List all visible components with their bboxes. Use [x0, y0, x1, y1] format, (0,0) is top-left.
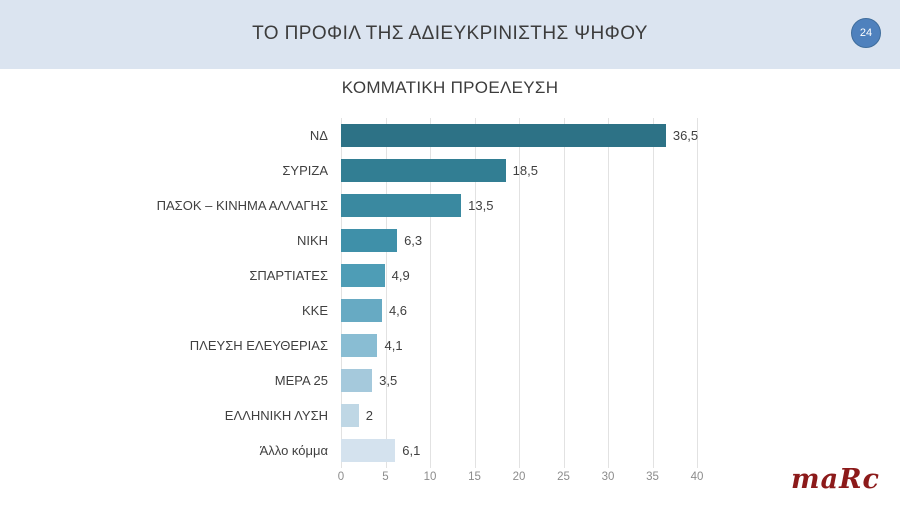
bar — [341, 194, 462, 217]
page-number-badge: 24 — [851, 18, 881, 48]
category-label: ΠΛΕΥΣΗ ΕΛΕΥΘΕΡΙΑΣ — [189, 338, 328, 353]
category-label: ΝΙΚΗ — [296, 233, 328, 248]
x-tick-label: 40 — [690, 471, 704, 483]
page-number: 24 — [859, 27, 873, 39]
x-tick-label: 15 — [468, 471, 481, 483]
x-tick-label: 25 — [557, 471, 570, 483]
category-label: ΕΛΛΗΝΙΚΗ ΛΥΣΗ — [224, 408, 328, 423]
category-label: ΜΕΡΑ 25 — [274, 373, 328, 388]
x-tick-label: 35 — [646, 471, 659, 483]
value-label: 18,5 — [512, 163, 538, 178]
gridline — [697, 118, 698, 468]
gridline — [474, 118, 476, 468]
category-label: ΝΔ — [309, 128, 328, 143]
bar-chart: ΝΔ 36,5 ΣΥΡΙΖΑ 18,5 ΠΑΣΟΚ – ΚΙΝΗΜΑ ΑΛΛΑΓΗΣ 13… — [0, 118, 900, 488]
page-title: ΤΟ ΠΡΟΦΙΛ ΤΗΣ ΑΔΙΕΥΚΡΙΝΙΣΤΗΣ ΨΗΦΟΥ — [252, 23, 648, 44]
x-tick-label: 5 — [382, 471, 389, 483]
gridline — [563, 118, 565, 468]
gridline — [608, 118, 609, 468]
category-label: ΣΥΡΙΖΑ — [282, 163, 328, 178]
gridline — [385, 118, 387, 468]
category-label: ΣΠΑΡΤΙΑΤΕΣ — [249, 268, 328, 283]
bar — [341, 124, 666, 147]
gridline — [341, 118, 342, 468]
marc-logo: maRc — [791, 464, 880, 495]
value-label: 4,6 — [388, 303, 408, 318]
value-label: 4,1 — [384, 338, 403, 353]
x-tick-label: 20 — [512, 471, 526, 483]
value-label: 36,5 — [672, 128, 699, 143]
bar — [341, 369, 373, 392]
category-label: ΠΑΣΟΚ – ΚΙΝΗΜΑ ΑΛΛΑΓΗΣ — [156, 198, 328, 213]
gridline — [652, 118, 654, 468]
value-label: 4,9 — [391, 268, 410, 283]
bar — [341, 159, 506, 182]
value-label: 6,1 — [402, 443, 421, 458]
bar — [341, 334, 378, 357]
bar — [341, 404, 359, 427]
value-label: 2 — [365, 408, 374, 423]
header-band: ΤΟ ΠΡΟΦΙΛ ΤΗΣ ΑΔΙΕΥΚΡΙΝΙΣΤΗΣ ΨΗΦΟΥ 24 — [0, 0, 900, 69]
bar — [341, 229, 398, 252]
gridline — [519, 118, 520, 468]
x-tick-label: 0 — [337, 471, 345, 483]
chart-title: ΚΟΜΜΑΤΙΚΗ ΠΡΟΕΛΕΥΣΗ — [341, 78, 559, 97]
x-tick-label: 10 — [423, 471, 437, 483]
bar — [341, 264, 385, 287]
bar — [341, 439, 396, 462]
value-label: 3,5 — [379, 373, 398, 388]
bar — [341, 299, 382, 322]
value-label: 6,3 — [404, 233, 423, 248]
x-tick-label: 30 — [601, 471, 615, 483]
value-label: 13,5 — [468, 198, 494, 213]
category-label: Άλλο κόμμα — [259, 443, 328, 458]
category-label: ΚΚΕ — [301, 303, 328, 318]
gridline — [430, 118, 431, 468]
